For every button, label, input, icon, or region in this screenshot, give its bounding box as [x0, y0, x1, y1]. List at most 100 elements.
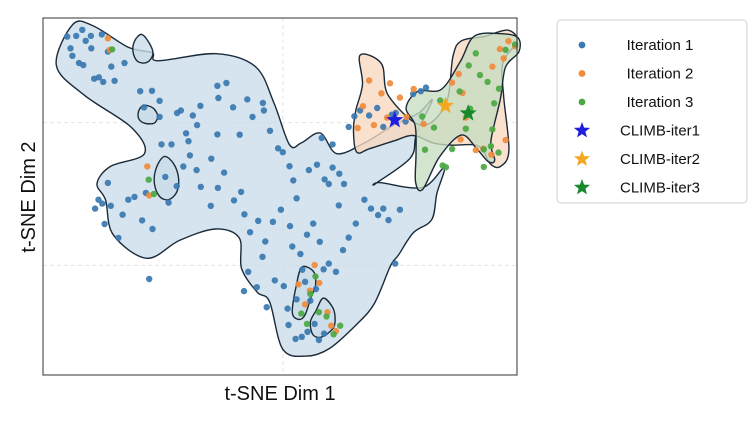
point-iteration-1-128 [293, 296, 300, 303]
point-iteration-2-7 [311, 261, 318, 269]
point-iteration-1-33 [215, 94, 222, 102]
point-iteration-1-80 [220, 169, 228, 176]
point-iteration-1-125 [271, 277, 278, 284]
point-iteration-2-25 [457, 136, 464, 143]
point-iteration-1-109 [99, 200, 106, 207]
point-iteration-1-112 [107, 202, 115, 209]
point-iteration-1-93 [310, 220, 317, 227]
point-iteration-1-19 [148, 87, 156, 95]
point-iteration-3-29 [495, 85, 503, 92]
point-iteration-3-13 [430, 124, 438, 131]
point-iteration-1-50 [313, 161, 321, 168]
point-iteration-1-59 [345, 123, 352, 131]
legend-item-iteration-2: Iteration 2 [578, 66, 694, 83]
point-iteration-3-7 [315, 309, 323, 316]
legend-label-iteration-3: Iteration 3 [627, 94, 694, 111]
legend-label-climb-iter3: CLIMB-iter3 [620, 180, 700, 197]
point-iteration-1-75 [186, 152, 194, 159]
point-iteration-1-119 [149, 225, 156, 233]
point-iteration-1-28 [185, 138, 192, 145]
point-iteration-3-22 [472, 50, 479, 57]
point-iteration-2-5 [301, 301, 309, 308]
point-iteration-2-2 [144, 163, 151, 170]
point-iteration-3-19 [462, 125, 469, 132]
point-iteration-1-21 [156, 97, 163, 105]
point-iteration-2-18 [386, 80, 394, 87]
legend-marker-iteration-2 [578, 70, 586, 77]
point-iteration-2-13 [359, 103, 367, 110]
point-iteration-1-44 [274, 145, 282, 152]
point-iteration-2-32 [489, 63, 496, 70]
point-iteration-3-20 [465, 62, 472, 69]
point-iteration-2-33 [496, 45, 504, 53]
point-iteration-1-14 [108, 63, 115, 70]
point-iteration-3-10 [337, 322, 344, 329]
legend-label-climb-iter2: CLIMB-iter2 [620, 151, 700, 168]
point-iteration-2-21 [410, 85, 417, 93]
point-iteration-1-104 [385, 216, 392, 224]
point-iteration-1-137 [304, 328, 311, 335]
point-iteration-1-32 [214, 82, 221, 90]
point-iteration-3-16 [442, 164, 450, 171]
point-iteration-1-101 [367, 205, 375, 212]
point-iteration-1-38 [236, 131, 243, 138]
point-iteration-1-121 [245, 268, 252, 275]
point-iteration-3-1 [145, 176, 152, 183]
point-iteration-1-139 [315, 336, 323, 344]
point-iteration-2-8 [316, 279, 323, 287]
point-iteration-1-2 [69, 52, 76, 59]
point-iteration-1-105 [392, 260, 399, 267]
point-iteration-3-26 [489, 126, 496, 133]
legend-item-iteration-3: Iteration 3 [578, 94, 694, 111]
point-iteration-1-81 [230, 197, 238, 204]
point-iteration-3-24 [480, 146, 487, 153]
point-iteration-1-100 [361, 196, 368, 203]
point-iteration-1-60 [351, 113, 358, 120]
point-iteration-3-27 [491, 100, 498, 107]
point-iteration-1-24 [168, 141, 175, 148]
point-iteration-1-47 [290, 177, 297, 184]
point-iteration-1-53 [329, 164, 336, 171]
plot-frame [42, 17, 518, 376]
point-iteration-1-120 [240, 287, 248, 295]
point-iteration-1-17 [121, 59, 128, 67]
legend-label-iteration-2: Iteration 2 [627, 66, 694, 83]
point-iteration-1-43 [266, 127, 274, 134]
point-iteration-1-15 [100, 78, 107, 86]
point-iteration-1-56 [335, 202, 342, 209]
point-iteration-1-83 [241, 211, 248, 218]
point-iteration-1-102 [374, 211, 382, 219]
point-iteration-1-36 [208, 155, 215, 162]
point-iteration-3-3 [298, 310, 305, 317]
point-iteration-2-35 [505, 38, 512, 45]
point-iteration-1-77 [197, 183, 204, 191]
legend-item-climb-iter2: CLIMB-iter2 [573, 150, 700, 168]
point-iteration-3-23 [476, 71, 484, 79]
x-axis-label: t-SNE Dim 1 [224, 383, 335, 405]
point-iteration-1-114 [119, 211, 126, 218]
point-iteration-1-85 [255, 217, 262, 224]
point-iteration-1-84 [246, 229, 254, 236]
point-iteration-3-33 [487, 143, 495, 150]
star-climb-iter3 [459, 104, 477, 121]
point-iteration-3-0 [109, 46, 116, 53]
point-iteration-1-123 [259, 253, 266, 260]
point-iteration-1-68 [410, 90, 417, 98]
region-iteration-1-0 [55, 20, 446, 358]
point-iteration-1-41 [259, 99, 267, 107]
point-iteration-2-34 [500, 55, 507, 62]
point-iteration-1-141 [146, 275, 153, 283]
point-iteration-1-131 [307, 297, 314, 304]
point-iteration-1-136 [298, 333, 305, 340]
point-iteration-1-94 [316, 238, 323, 245]
point-iteration-1-134 [285, 321, 292, 329]
y-axis-label: t-SNE Dim 2 [18, 141, 40, 252]
point-iteration-2-20 [403, 113, 410, 121]
point-iteration-1-133 [320, 266, 327, 273]
point-iteration-1-140 [320, 330, 328, 337]
point-iteration-3-9 [330, 331, 337, 338]
point-iteration-1-16 [111, 77, 118, 85]
point-iteration-1-117 [138, 217, 146, 224]
point-iteration-1-132 [312, 285, 320, 293]
